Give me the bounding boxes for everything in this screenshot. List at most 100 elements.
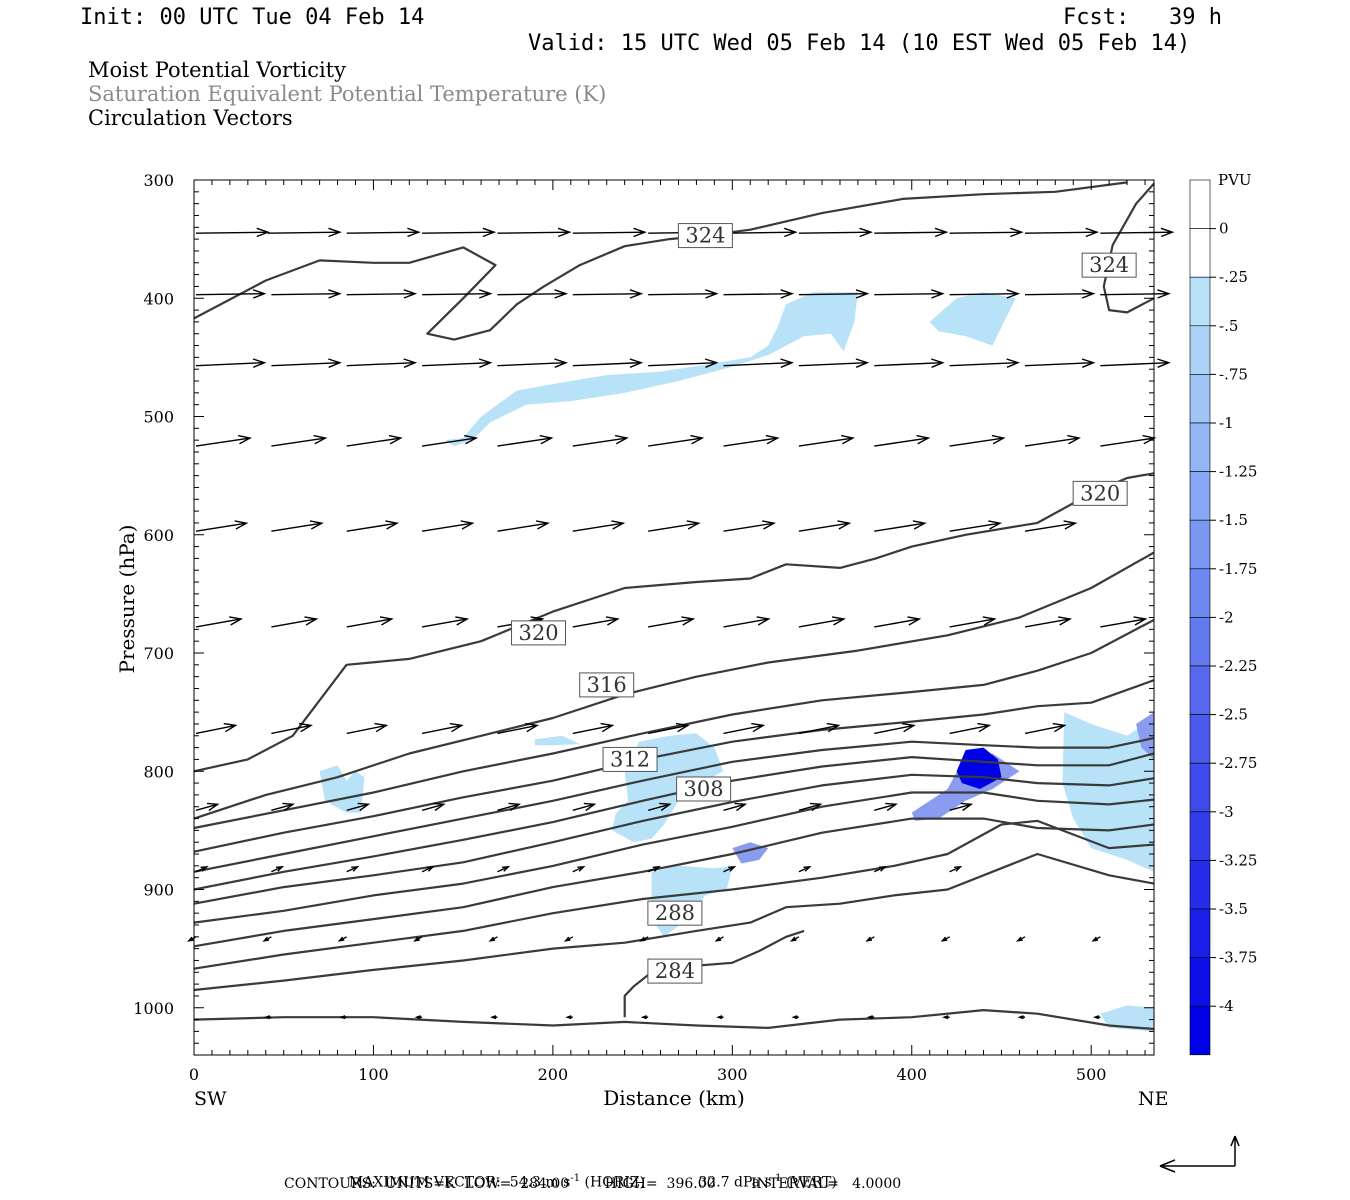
vector-head (841, 434, 855, 445)
vector-shaft (648, 618, 694, 628)
vector-head (313, 434, 328, 445)
vector-head (339, 1015, 346, 1020)
vector-head (907, 616, 922, 626)
vector-head (1092, 1015, 1100, 1020)
vert-value: 32.7 dPa s (698, 1174, 772, 1191)
vector-shaft (421, 618, 468, 628)
vector-shaft (874, 803, 897, 811)
vector-head (206, 802, 220, 812)
vector-arrow (798, 520, 852, 532)
contour-label-box (1081, 252, 1137, 278)
vector-shaft (1024, 437, 1080, 447)
vector-head (728, 865, 737, 872)
vector-shaft (271, 522, 322, 532)
contour-label-text: 284 (655, 959, 695, 983)
vector-head (525, 722, 540, 733)
contour-label-text: 312 (610, 747, 650, 771)
vector-head (734, 802, 748, 812)
vector-shaft (195, 437, 251, 447)
vector-arrow (572, 865, 586, 873)
vector-shaft (497, 361, 566, 367)
vector-arrow (723, 289, 795, 299)
vector-arrow (1024, 520, 1078, 532)
vector-arrow (949, 227, 1024, 238)
vector-shaft (271, 803, 294, 811)
colorbar-swatch (1189, 374, 1211, 424)
vector-head (681, 616, 696, 626)
vector-shaft (723, 522, 775, 532)
vector-head (328, 358, 342, 368)
vector-arrow (639, 936, 649, 942)
vector-head (563, 936, 571, 942)
vector-head (826, 722, 841, 733)
vector-shaft (874, 293, 943, 296)
vector-arrow (421, 434, 479, 447)
vector-arrow (1100, 227, 1175, 238)
vector-head (357, 802, 371, 812)
vector-arrow (874, 520, 927, 532)
vector-shaft (271, 293, 340, 296)
vector-head (629, 289, 644, 299)
vector-head (1157, 289, 1171, 299)
vector-arrow (572, 616, 620, 628)
vector-shaft (949, 522, 1001, 532)
vector-arrow (949, 358, 1021, 368)
field-title-pv: Moist Potential Vorticity (88, 58, 346, 82)
vector-arrow (648, 520, 701, 532)
colorbar-swatch (1189, 179, 1211, 229)
vector-arrow (572, 289, 644, 299)
vector-head (803, 865, 812, 872)
vector-shaft (723, 724, 764, 735)
vector-arrow (723, 616, 771, 628)
vector-head (385, 520, 400, 530)
vector-head (256, 227, 271, 238)
vector-shaft (1100, 361, 1169, 367)
vector-head (942, 1015, 949, 1020)
vector-shaft (346, 724, 387, 735)
max-vector-label: MAXIMUM VECTOR: (348, 1174, 501, 1191)
vector-arrow (572, 802, 597, 812)
x-tick-label: 200 (538, 1065, 569, 1084)
vector-arrow (195, 520, 249, 532)
vector-arrow (1024, 722, 1067, 735)
vector-shaft (497, 724, 538, 735)
vector-head (413, 936, 420, 942)
vector-arrow (346, 227, 421, 238)
vector-shaft (572, 231, 645, 234)
vector-arrow (723, 802, 748, 812)
vector-arrow (874, 434, 931, 447)
vector-shaft (1100, 231, 1173, 234)
theta-contour-8 (193, 773, 1155, 905)
vector-head (751, 722, 766, 733)
vector-head (916, 434, 931, 445)
vector-arrow (497, 520, 550, 532)
contour-label-box (1072, 480, 1128, 506)
vector-shaft (949, 361, 1019, 367)
contour-label-layer: 324 324 320 320 316 312 308 288 284 (511, 223, 1137, 984)
vector-shaft (798, 361, 868, 367)
vector-arrow (497, 289, 568, 299)
vector-shaft (497, 522, 548, 532)
vector-arrow (187, 936, 197, 942)
vector-arrow (271, 434, 328, 447)
vector-head (238, 434, 253, 445)
vector-head (640, 1015, 647, 1020)
vector-head (464, 434, 479, 445)
vector-head (714, 936, 722, 942)
vector-arrow (572, 722, 615, 735)
vector-arrow (791, 1015, 799, 1020)
colorbar-swatch (1189, 617, 1211, 667)
vector-arrow (949, 289, 1021, 299)
vector-head (282, 802, 295, 812)
vector-arrow (1100, 358, 1171, 368)
vector-shaft (949, 293, 1019, 296)
vector-head (535, 520, 550, 530)
vector-arrow (798, 802, 823, 812)
pv-fill-layer (319, 292, 1154, 1032)
vector-head (229, 616, 244, 626)
contour-label: 284 (647, 958, 703, 984)
theta-contour-14 (193, 1009, 1155, 1031)
vector-head (652, 865, 661, 872)
vector-arrow (497, 227, 572, 238)
